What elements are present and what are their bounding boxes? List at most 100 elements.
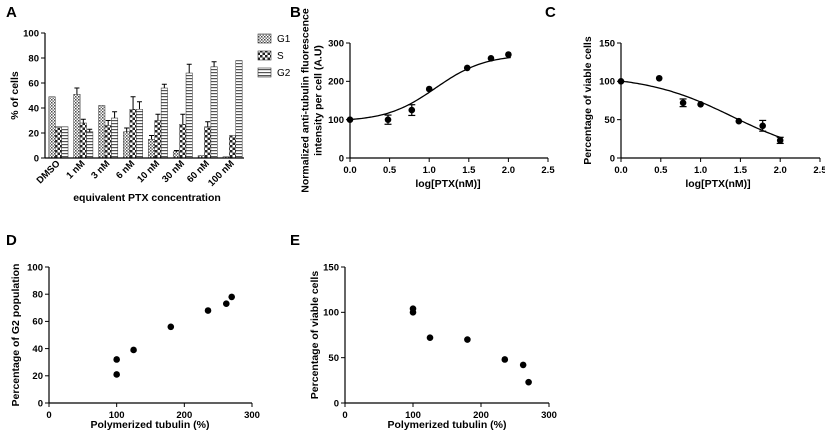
data-point	[464, 336, 471, 343]
y-tick-label: 100	[323, 308, 339, 319]
x-tick-label: 6 nM	[114, 158, 137, 181]
x-tick-label: 0	[342, 410, 347, 421]
data-point	[222, 300, 230, 308]
fit-curve	[620, 80, 783, 139]
bar	[185, 72, 193, 159]
y-tick-label: 100	[599, 77, 615, 88]
y-tick-label: 0	[34, 153, 39, 164]
y-tick-label: 100	[23, 28, 39, 39]
data-point	[655, 74, 663, 82]
bar	[61, 126, 69, 159]
y-tick-label: 0	[339, 153, 344, 164]
data-point	[519, 361, 527, 369]
data-point	[697, 101, 704, 108]
x-tick-label: 1.5	[462, 165, 476, 176]
data-point	[167, 323, 175, 331]
x-tick-label: 100	[405, 410, 421, 421]
y-tick-label: 100	[27, 262, 43, 273]
bar	[235, 60, 243, 159]
y-axis-title: intensity per cell (A.U)	[313, 45, 325, 156]
data-point	[463, 64, 471, 72]
bar	[123, 131, 131, 159]
panel-letter: D	[6, 232, 17, 249]
x-tick-label: 100	[109, 410, 125, 421]
x-tick-label: 100 nM	[206, 158, 237, 189]
legend-swatch	[257, 50, 272, 61]
x-tick-label: 0	[46, 410, 51, 421]
chart-panel-b: B 0 100 200 300 0.0 0.5 1.0 1.5 2.0 2.5 Normalized …	[290, 4, 555, 193]
bar	[98, 105, 106, 159]
bar	[54, 126, 62, 159]
y-tick-label: 20	[32, 371, 43, 382]
y-axis-title: Percentage of viable cells	[309, 271, 321, 400]
bar	[172, 151, 180, 159]
x-tick-label: 1.0	[694, 165, 707, 176]
bar	[154, 120, 162, 159]
y-tick-label: 150	[323, 262, 339, 273]
x-tick-label: 0.0	[343, 165, 356, 176]
y-axis-title: Normalized anti-tubulin fluorescence	[300, 8, 312, 193]
y-tick-label: 60	[32, 317, 43, 328]
data-point	[735, 117, 743, 125]
y-tick-label: 0	[610, 153, 615, 164]
bar	[179, 124, 187, 159]
data-point	[408, 106, 416, 114]
data-point	[113, 371, 120, 378]
bar	[48, 96, 56, 159]
bar	[210, 66, 218, 159]
y-tick-label: 0	[38, 398, 43, 409]
legend-label: S	[277, 51, 284, 62]
y-tick-label: 300	[328, 38, 344, 49]
x-axis-title: equivalent PTX concentration	[73, 192, 221, 204]
bar	[204, 126, 212, 159]
x-tick-label: 2.5	[541, 165, 555, 176]
bar	[129, 109, 137, 159]
panel-letter: B	[290, 4, 301, 21]
x-axis-title: log[PTX(nM)]	[415, 178, 480, 190]
x-tick-label: 200	[176, 410, 192, 421]
data-point	[425, 85, 433, 93]
bar	[160, 87, 168, 159]
chart-panel-e: E 0 50 100 150 0 100 200 300 Percentage of viable…	[290, 232, 557, 431]
x-tick-label: 1 nM	[64, 158, 87, 181]
x-tick-label: 2.5	[813, 165, 825, 176]
data-point	[679, 99, 687, 107]
y-tick-label: 150	[599, 38, 615, 49]
x-tick-label: 200	[473, 410, 489, 421]
chart-panel-d: D 0 20 40 60 80 100 0 100 200 300 Percentage of G2 …	[6, 232, 260, 431]
x-tick-label: 300	[244, 410, 260, 421]
y-axis-title: % of cells	[9, 71, 21, 120]
bar	[229, 135, 237, 159]
bar	[73, 94, 81, 159]
chart-panel-c: C 0 50 100 150 0.0 0.5 1.0 1.5 2.0 2.5 Percentage o…	[545, 4, 825, 190]
data-point	[501, 356, 509, 363]
data-point	[228, 293, 235, 301]
x-tick-label: 2.0	[774, 165, 787, 176]
x-tick-label: 0.0	[614, 165, 627, 176]
y-tick-label: 200	[328, 77, 344, 88]
panel-letter: C	[545, 4, 556, 21]
y-tick-label: 80	[32, 290, 43, 301]
bar	[111, 117, 119, 159]
data-point	[113, 356, 120, 363]
y-axis-title: Percentage of G2 population	[10, 264, 22, 407]
x-tick-label: 1.5	[734, 165, 748, 176]
legend-label: G2	[277, 68, 291, 79]
x-tick-label: 300	[541, 410, 557, 421]
data-point	[426, 334, 434, 342]
bar	[86, 131, 94, 159]
y-axis-title: Percentage of viable cells	[582, 36, 594, 165]
data-point	[409, 309, 417, 316]
panel-letter: A	[6, 4, 17, 21]
panel-letter: E	[290, 232, 300, 249]
bar	[148, 139, 155, 159]
bar	[79, 122, 87, 159]
x-tick-label: 30 nM	[160, 158, 187, 185]
bar	[136, 109, 143, 159]
legend-swatch	[257, 33, 272, 44]
y-tick-label: 60	[28, 78, 39, 89]
y-tick-label: 0	[334, 398, 339, 409]
legend-label: G1	[277, 34, 291, 45]
x-tick-label: 10 nM	[135, 158, 162, 185]
y-tick-label: 40	[32, 344, 43, 355]
